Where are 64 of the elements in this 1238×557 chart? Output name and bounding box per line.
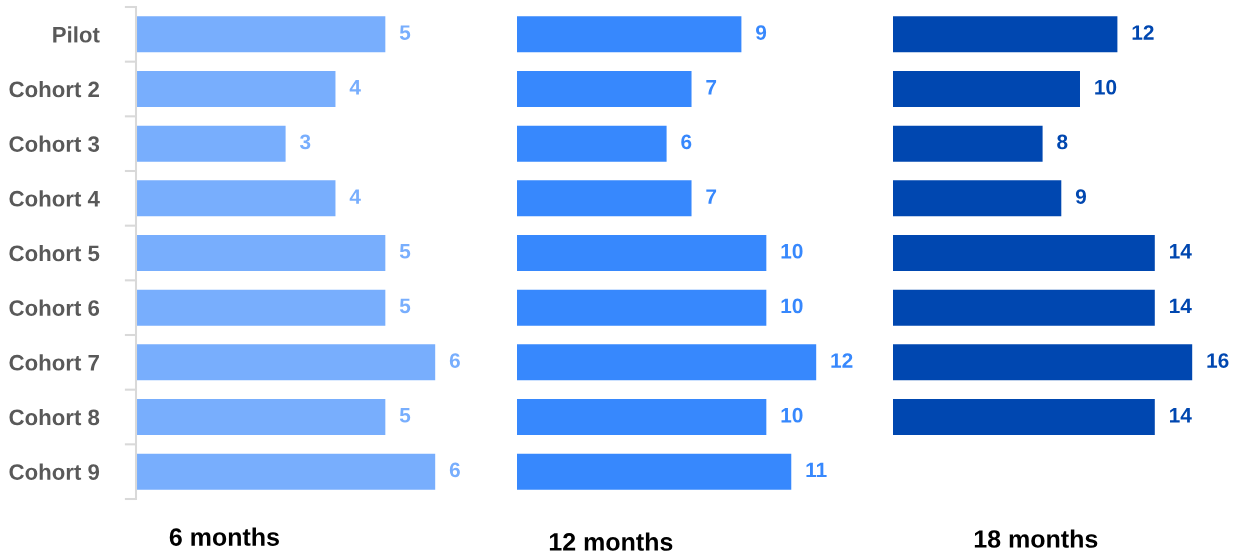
x-axis-title: 18 months [974,529,1098,548]
data-label: 7 [706,189,717,204]
y-tick-label: Cohort 4 [9,190,100,207]
data-label: 3 [299,134,311,150]
data-label: 12 [831,353,853,368]
bar [893,70,1080,108]
data-label: 5 [399,298,411,314]
y-tick-label: Cohort 9 [9,463,100,480]
bar [136,125,286,162]
bar [136,180,336,217]
y-tick-label: Cohort 6 [9,299,100,316]
y-tick-label: Cohort 3 [9,135,100,152]
data-label: 7 [706,80,717,95]
data-label: 16 [1207,353,1229,368]
x-axis-title: 6 months [169,527,279,546]
bar [517,125,667,162]
data-label: 12 [1132,25,1154,40]
bar [517,344,817,381]
data-label: 10 [781,407,803,423]
bar [136,16,386,53]
data-label: 10 [1095,79,1117,95]
bar [893,344,1193,381]
bar [136,398,386,436]
data-label: 14 [1170,408,1192,423]
bar [517,453,792,490]
data-label: 5 [399,25,411,40]
data-label: 6 [449,353,460,368]
data-label: 5 [399,408,411,423]
data-label: 9 [756,25,767,40]
y-tick-label: Pilot [53,26,100,43]
bar [136,234,386,272]
data-label: 6 [449,462,460,478]
data-label: 11 [806,462,827,478]
data-label: 8 [1057,134,1068,150]
data-label: 10 [781,243,803,259]
data-label: 4 [349,80,361,95]
x-axis-title: 12 months [549,532,673,551]
data-label: 14 [1170,244,1192,259]
bar [893,16,1118,53]
bar [517,289,767,326]
bar [517,180,692,217]
data-label: 5 [399,244,411,259]
bar [517,398,767,436]
y-tick-label: Cohort 7 [9,354,99,371]
y-tick-label: Cohort 8 [9,408,100,426]
bar [517,70,692,108]
bar [893,180,1062,217]
data-label: 4 [349,189,361,204]
data-label: 14 [1170,298,1192,314]
y-tick-label: Cohort 5 [9,244,100,262]
data-label: 9 [1075,189,1086,204]
bar [517,234,767,272]
bar [136,70,336,108]
data-label: 6 [681,134,692,150]
bar [136,289,386,326]
bar [893,398,1155,436]
bar [136,453,436,490]
bar [893,125,1043,162]
bar [893,234,1155,272]
bar [136,344,436,381]
y-tick-label: Cohort 2 [9,80,99,98]
data-label: 10 [781,298,803,314]
bar [893,289,1155,326]
bar [517,16,742,53]
